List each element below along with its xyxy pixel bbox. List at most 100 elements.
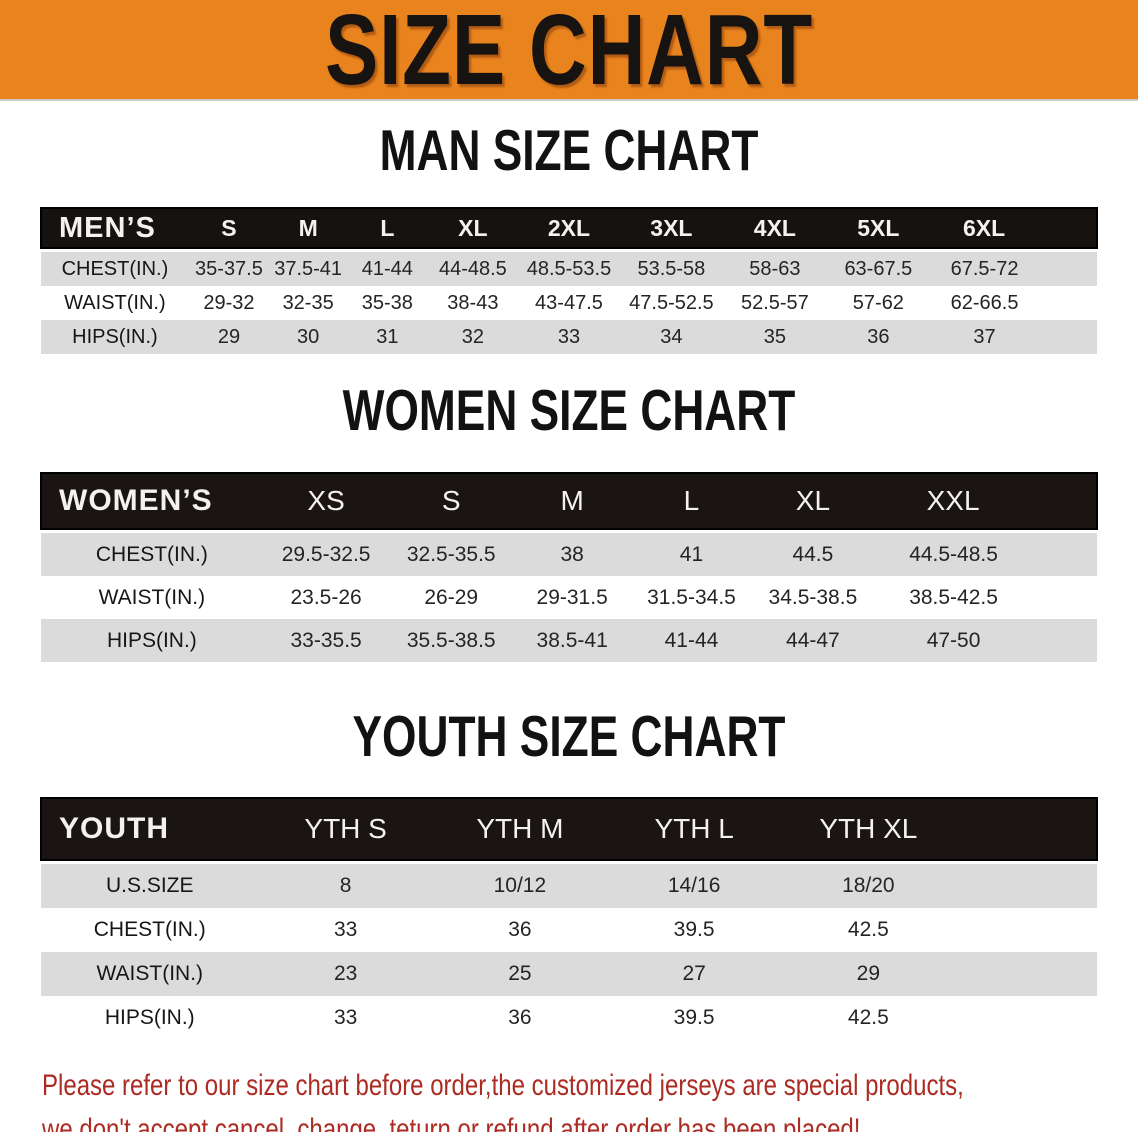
size-value-cell: 44.5-48.5 bbox=[909, 542, 998, 566]
table-row: CHEST(IN.) 33 36 39.5 42.5 bbox=[41, 908, 1097, 952]
size-column-header: 3XL bbox=[619, 208, 724, 248]
table-row: CHEST(IN.) 29.5-32.5 32.5-35.5 38 41 44.… bbox=[41, 533, 1097, 576]
size-value-cell: 48.5-53.5 bbox=[526, 257, 612, 280]
size-value-cell: 41 bbox=[679, 542, 704, 566]
disclaimer-line-2-text: we don't accept cancel, change, teturn o… bbox=[42, 1113, 861, 1132]
size-value-cell: 36 bbox=[508, 1006, 532, 1029]
size-value-cell: 8 bbox=[339, 874, 352, 897]
size-value-cell: 63-67.5 bbox=[844, 257, 913, 280]
size-value-cell: 35-37.5 bbox=[195, 257, 263, 280]
size-value-cell: 32-35 bbox=[282, 291, 334, 314]
size-value-cell: 26-29 bbox=[424, 585, 479, 609]
size-value-cell: 23 bbox=[333, 962, 358, 985]
size-column-header: 5XL bbox=[826, 208, 931, 248]
size-column-header: 2XL bbox=[518, 208, 620, 248]
size-value-cell: 38.5-41 bbox=[536, 628, 608, 652]
size-value-cell: 33 bbox=[333, 1006, 358, 1029]
disclaimer-line-1: Please refer to our size chart before or… bbox=[42, 1064, 1138, 1108]
size-value-cell: 44-48.5 bbox=[438, 257, 507, 280]
table-row: WAIST(IN.) 29-32 32-35 35-38 38-43 43-47… bbox=[41, 286, 1097, 320]
size-value-cell: 31 bbox=[376, 325, 399, 348]
size-value-cell: 34.5-38.5 bbox=[768, 585, 858, 609]
table-row: WAIST(IN.) 23 25 27 29 bbox=[41, 952, 1097, 996]
size-value-cell: 23.5-26 bbox=[290, 585, 362, 609]
size-value-cell: 47.5-52.5 bbox=[629, 291, 714, 314]
men-table-header-row: MEN’S S M L XL 2XL 3XL 4XL 5XL 6XL bbox=[41, 208, 1097, 248]
size-value-cell: 37.5-41 bbox=[274, 257, 343, 280]
spacer-cell bbox=[955, 996, 1097, 1040]
disclaimer-line-1-text: Please refer to our size chart before or… bbox=[42, 1069, 964, 1102]
size-value-cell: 33 bbox=[333, 918, 358, 941]
size-column-header: 6XL bbox=[930, 208, 1097, 248]
youth-table-header-row: YOUTH YTH S YTH M YTH L YTH XL bbox=[41, 798, 1097, 860]
size-value-cell: 39.5 bbox=[673, 1006, 715, 1029]
size-value-cell: 67.5-72 bbox=[950, 257, 1019, 280]
size-value-cell: 33-35.5 bbox=[290, 628, 362, 652]
size-value-cell: 33 bbox=[557, 325, 581, 348]
spacer-cell bbox=[955, 952, 1097, 996]
table-gap-row bbox=[41, 860, 1097, 864]
size-column-header: YTH L bbox=[607, 798, 782, 860]
size-value-cell: 57-62 bbox=[852, 291, 904, 314]
disclaimer: Please refer to our size chart before or… bbox=[42, 1064, 1138, 1132]
youth-size-table: YOUTH YTH S YTH M YTH L YTH XL U.S.SIZE … bbox=[40, 797, 1098, 1040]
row-label: HIPS(IN.) bbox=[106, 628, 197, 652]
size-column-header: YTH XL bbox=[781, 798, 956, 860]
size-chart-banner: SIZE CHART bbox=[0, 0, 1138, 101]
size-value-cell: 42.5 bbox=[847, 918, 889, 941]
table-gap-row bbox=[41, 529, 1097, 533]
men-section-heading-text: MAN SIZE CHART bbox=[379, 119, 759, 183]
table-row: U.S.SIZE 8 10/12 14/16 18/20 bbox=[41, 864, 1097, 908]
men-table-corner-label: MEN’S bbox=[41, 208, 189, 248]
size-value-cell: 31.5-34.5 bbox=[647, 585, 736, 609]
size-value-cell: 37 bbox=[973, 325, 996, 348]
size-column-header: YTH M bbox=[432, 798, 607, 860]
size-column-header: XL bbox=[751, 473, 875, 529]
size-column-header: M bbox=[513, 473, 632, 529]
youth-table-corner-label: YOUTH bbox=[41, 798, 259, 860]
spacer-cell bbox=[955, 798, 1097, 860]
size-value-cell: 41-44 bbox=[664, 628, 719, 652]
men-size-table: MEN’S S M L XL 2XL 3XL 4XL 5XL 6XL CHEST… bbox=[40, 207, 1098, 354]
size-column-header: L bbox=[347, 208, 428, 248]
row-label: WAIST(IN.) bbox=[64, 291, 166, 314]
table-row: HIPS(IN.) 33-35.5 35.5-38.5 38.5-41 41-4… bbox=[41, 619, 1097, 662]
women-table-corner-label: WOMEN’S bbox=[41, 473, 263, 529]
size-value-cell: 43-47.5 bbox=[535, 291, 603, 314]
size-value-cell: 29.5-32.5 bbox=[281, 542, 371, 566]
size-value-cell: 44-47 bbox=[786, 628, 840, 652]
size-column-header: XL bbox=[427, 208, 519, 248]
row-label: WAIST(IN.) bbox=[96, 962, 204, 985]
size-column-header: XS bbox=[262, 473, 390, 529]
size-value-cell: 36 bbox=[867, 325, 890, 348]
size-value-cell: 52.5-57 bbox=[740, 291, 809, 314]
table-row: HIPS(IN.) 33 36 39.5 42.5 bbox=[41, 996, 1097, 1040]
size-value-cell: 18/20 bbox=[842, 874, 895, 897]
women-table-header-row: WOMEN’S XS S M L XL XXL bbox=[41, 473, 1097, 529]
disclaimer-line-2: we don't accept cancel, change, teturn o… bbox=[42, 1108, 1138, 1132]
size-column-header: M bbox=[269, 208, 348, 248]
table-gap-row bbox=[41, 248, 1097, 252]
size-column-header: L bbox=[631, 473, 752, 529]
size-value-cell: 62-66.5 bbox=[950, 291, 1019, 314]
size-value-cell: 35-38 bbox=[361, 291, 413, 314]
size-column-header: YTH S bbox=[258, 798, 433, 860]
spacer-cell bbox=[955, 864, 1097, 908]
size-value-cell: 32 bbox=[461, 325, 484, 348]
size-column-header: S bbox=[188, 208, 270, 248]
size-value-cell: 38.5-42.5 bbox=[909, 585, 998, 609]
size-value-cell: 29 bbox=[217, 325, 241, 348]
table-row: WAIST(IN.) 23.5-26 26-29 29-31.5 31.5-34… bbox=[41, 576, 1097, 619]
size-value-cell: 35 bbox=[763, 325, 786, 348]
size-value-cell: 35.5-38.5 bbox=[406, 628, 496, 652]
table-row: CHEST(IN.) 35-37.5 37.5-41 41-44 44-48.5… bbox=[41, 252, 1097, 286]
youth-section-heading-text: YOUTH SIZE CHART bbox=[352, 705, 786, 769]
youth-section-heading: YOUTH SIZE CHART bbox=[0, 705, 1138, 771]
size-value-cell: 41-44 bbox=[361, 257, 413, 280]
size-value-cell: 44.5 bbox=[792, 542, 834, 566]
size-value-cell: 14/16 bbox=[667, 874, 721, 897]
size-value-cell: 53.5-58 bbox=[637, 257, 706, 280]
size-value-cell: 25 bbox=[508, 962, 532, 985]
size-value-cell: 34 bbox=[660, 325, 683, 348]
size-value-cell: 29-31.5 bbox=[536, 585, 608, 609]
